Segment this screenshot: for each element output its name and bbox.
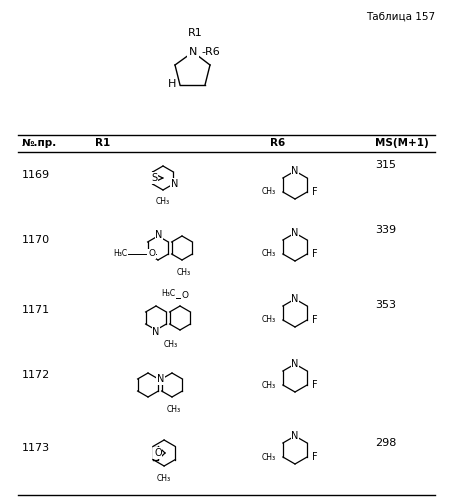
- Text: 353: 353: [375, 300, 396, 310]
- Text: H: H: [168, 79, 176, 89]
- Text: N: N: [189, 47, 197, 57]
- Text: F: F: [312, 380, 318, 390]
- Text: N: N: [291, 431, 299, 441]
- Text: H₃C: H₃C: [161, 290, 175, 298]
- Text: R6: R6: [270, 138, 285, 148]
- Text: CH₃: CH₃: [262, 452, 276, 462]
- Text: R1: R1: [188, 28, 203, 38]
- Text: -R6: -R6: [201, 47, 220, 57]
- Text: F: F: [312, 452, 318, 462]
- Text: CH₃: CH₃: [177, 268, 191, 277]
- Text: CH₃: CH₃: [157, 474, 171, 483]
- Text: CH₃: CH₃: [156, 197, 170, 206]
- Text: H₃C: H₃C: [114, 250, 128, 258]
- Text: CH₃: CH₃: [167, 405, 181, 414]
- Text: Таблица 157: Таблица 157: [366, 12, 435, 22]
- Text: 1169: 1169: [22, 170, 50, 180]
- Text: O: O: [154, 448, 162, 458]
- Text: F: F: [312, 187, 318, 197]
- Text: N: N: [291, 359, 299, 369]
- Text: N: N: [291, 228, 299, 238]
- Text: O: O: [148, 250, 155, 258]
- Text: 1172: 1172: [22, 370, 50, 380]
- Text: N: N: [291, 166, 299, 176]
- Text: R1: R1: [95, 138, 110, 148]
- Text: F: F: [312, 315, 318, 325]
- Text: 1173: 1173: [22, 443, 50, 453]
- Text: 298: 298: [375, 438, 396, 448]
- Text: N: N: [171, 179, 178, 189]
- Text: CH₃: CH₃: [262, 380, 276, 390]
- Text: N: N: [155, 230, 163, 240]
- Text: CH₃: CH₃: [262, 250, 276, 258]
- Text: 315: 315: [375, 160, 396, 170]
- Text: O: O: [182, 292, 189, 300]
- Text: MS(M+1): MS(M+1): [375, 138, 429, 148]
- Text: №.пр.: №.пр.: [22, 138, 57, 148]
- Text: N: N: [157, 374, 164, 384]
- Text: 1170: 1170: [22, 235, 50, 245]
- Text: 339: 339: [375, 225, 396, 235]
- Text: 1171: 1171: [22, 305, 50, 315]
- Text: CH₃: CH₃: [262, 316, 276, 324]
- Text: N: N: [291, 294, 299, 304]
- Text: CH₃: CH₃: [262, 188, 276, 196]
- Text: N: N: [152, 327, 160, 337]
- Text: S: S: [151, 173, 157, 183]
- Text: F: F: [312, 249, 318, 259]
- Text: CH₃: CH₃: [164, 340, 178, 349]
